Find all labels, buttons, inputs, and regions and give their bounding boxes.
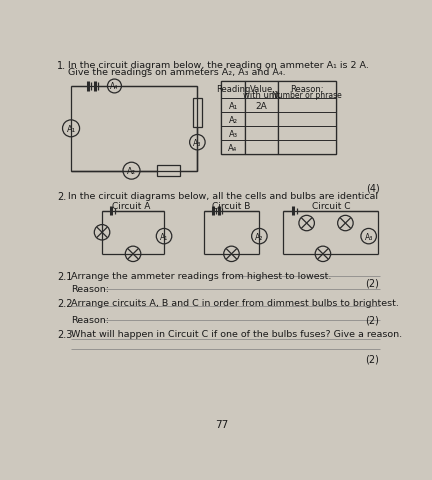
Text: Give the readings on ammeters A₂, A₃ and A₄.: Give the readings on ammeters A₂, A₃ and… bbox=[68, 68, 286, 77]
Text: A₃: A₃ bbox=[229, 130, 238, 139]
Circle shape bbox=[315, 247, 330, 262]
Circle shape bbox=[94, 225, 110, 240]
Circle shape bbox=[156, 229, 172, 244]
Text: Circuit C: Circuit C bbox=[312, 201, 351, 210]
Text: (4): (4) bbox=[366, 183, 379, 193]
Text: A₂: A₂ bbox=[127, 167, 136, 176]
Circle shape bbox=[338, 216, 353, 231]
Text: 1.: 1. bbox=[57, 60, 66, 71]
Text: A₃: A₃ bbox=[193, 138, 202, 147]
Circle shape bbox=[224, 247, 239, 262]
Circle shape bbox=[190, 135, 205, 151]
Text: In the circuit diagrams below, all the cells and bulbs are identical: In the circuit diagrams below, all the c… bbox=[68, 192, 378, 200]
Text: Circuit B: Circuit B bbox=[212, 201, 250, 210]
Text: Circuit A: Circuit A bbox=[112, 201, 151, 210]
Circle shape bbox=[299, 216, 314, 231]
Bar bbox=[245, 82, 278, 155]
Bar bbox=[221, 82, 336, 155]
Text: A₂: A₂ bbox=[229, 116, 238, 125]
Text: A₃: A₃ bbox=[365, 232, 373, 241]
Bar bbox=[157, 166, 180, 177]
Text: A₁: A₁ bbox=[229, 102, 238, 111]
Circle shape bbox=[251, 229, 267, 244]
Circle shape bbox=[125, 247, 141, 262]
Text: Number or phrase: Number or phrase bbox=[272, 91, 342, 100]
Text: What will happen in Circuit C if one of the bulbs fuses? Give a reason.: What will happen in Circuit C if one of … bbox=[71, 329, 402, 338]
Bar bbox=[221, 82, 245, 155]
Text: A₁: A₁ bbox=[160, 232, 168, 241]
Text: 2.1: 2.1 bbox=[57, 271, 73, 281]
Text: 2.3: 2.3 bbox=[57, 329, 73, 339]
Text: Reason:: Reason: bbox=[71, 315, 109, 324]
Text: Reason:: Reason: bbox=[290, 84, 324, 94]
Circle shape bbox=[63, 120, 79, 137]
Text: (2): (2) bbox=[365, 354, 379, 364]
Text: 2.: 2. bbox=[57, 192, 67, 201]
Text: Arrange circuits A, B and C in order from dimmest bulbs to brightest.: Arrange circuits A, B and C in order fro… bbox=[71, 298, 399, 307]
Text: A₁: A₁ bbox=[67, 125, 76, 133]
Text: A₄: A₄ bbox=[110, 82, 118, 91]
Text: 2.2: 2.2 bbox=[57, 298, 73, 308]
Circle shape bbox=[108, 80, 121, 94]
Text: In the circuit diagram below, the reading on ammeter A₁ is 2 A.: In the circuit diagram below, the readin… bbox=[68, 60, 369, 70]
Text: Arrange the ammeter readings from highest to lowest.: Arrange the ammeter readings from highes… bbox=[71, 271, 331, 280]
Text: A₄: A₄ bbox=[229, 144, 238, 153]
Text: (2): (2) bbox=[365, 278, 379, 288]
Text: (2): (2) bbox=[365, 315, 379, 325]
Text: Reading: Reading bbox=[216, 85, 250, 94]
Text: 77: 77 bbox=[215, 420, 228, 430]
Bar bbox=[193, 98, 202, 128]
Circle shape bbox=[361, 229, 376, 244]
Text: Value: Value bbox=[250, 84, 273, 94]
Circle shape bbox=[123, 163, 140, 180]
Text: Reason:: Reason: bbox=[71, 284, 109, 293]
Text: 2A: 2A bbox=[256, 102, 267, 111]
Text: with unit: with unit bbox=[243, 91, 280, 100]
Text: A₂: A₂ bbox=[255, 232, 264, 241]
Bar bbox=[278, 82, 336, 155]
